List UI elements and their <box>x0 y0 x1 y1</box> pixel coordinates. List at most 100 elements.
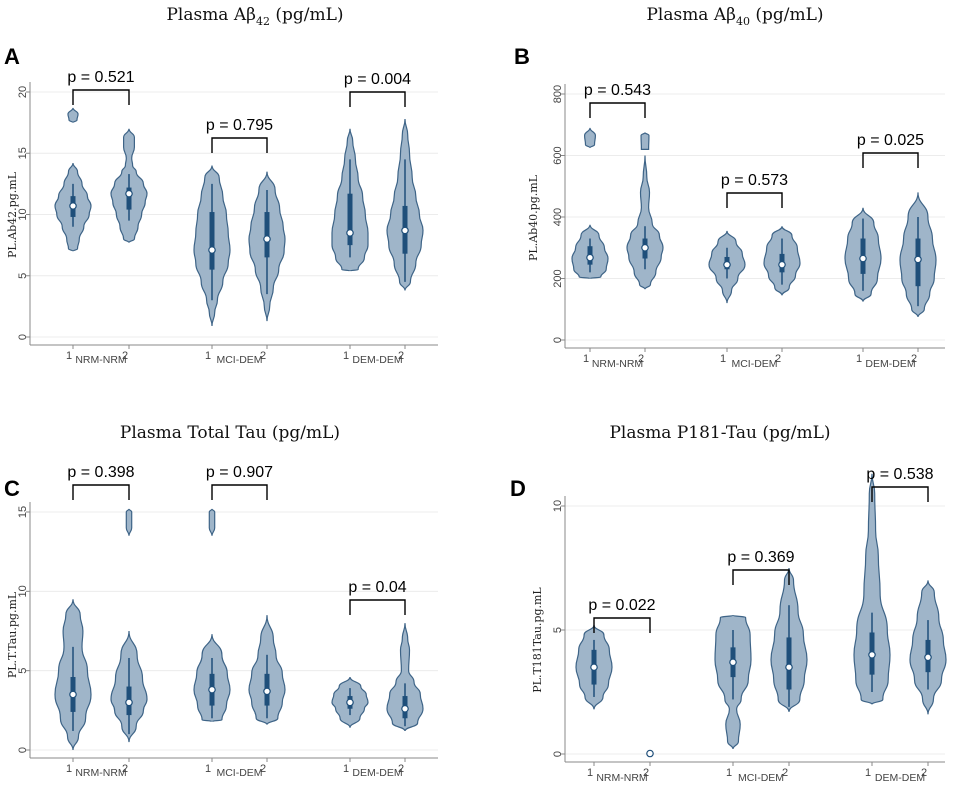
violin-median-point <box>641 243 649 252</box>
x-tick-label: 2 <box>122 350 128 362</box>
violin-shape <box>67 107 79 123</box>
panel-d-title: Plasma P181-Tau (pg/mL) <box>609 423 830 443</box>
violin-median-point <box>590 663 598 672</box>
p-value-label: p = 0.795 <box>206 117 273 134</box>
x-tick-label: 1 <box>66 350 72 362</box>
violin-median-point <box>69 690 77 699</box>
violin-shape <box>853 473 891 705</box>
panel-b-ylabel: PL.Ab40.pg.mL <box>527 174 540 261</box>
x-tick-label: 1 <box>66 763 72 775</box>
x-tick-label: 1 <box>726 767 732 779</box>
p-value-label: p = 0.543 <box>584 82 651 99</box>
violin-median-point <box>401 704 409 713</box>
y-tick-label: 5 <box>17 273 29 279</box>
group-label: MCI-DEM <box>738 772 784 784</box>
violin-median-point <box>868 650 876 659</box>
panel-d: Plasma P181-Tau (pg/mL) D PL.T181Tau.pg.… <box>510 423 947 784</box>
y-tick-label: 800 <box>552 85 564 103</box>
y-tick-label: 200 <box>552 269 564 287</box>
violin-iqr-box <box>264 212 270 258</box>
significance-bracket <box>72 484 130 500</box>
group-label: DEM-DEM <box>352 354 402 366</box>
violin-iqr-box <box>347 193 353 246</box>
group-label: MCI-DEM <box>731 358 777 370</box>
group-label: MCI-DEM <box>216 767 262 779</box>
violin-median-point <box>208 246 216 254</box>
panel-d-label: D <box>510 476 526 501</box>
y-tick-label: 20 <box>17 86 29 98</box>
significance-bracket <box>211 484 268 500</box>
p-value-label: p = 0.022 <box>588 597 655 614</box>
x-tick-label: 2 <box>260 350 266 362</box>
p-value-label: p = 0.398 <box>67 464 134 481</box>
panel-a-title: Plasma Aβ42 (pg/mL) <box>166 5 343 28</box>
significance-bracket <box>589 102 646 118</box>
x-tick-label: 1 <box>205 350 211 362</box>
panel-d-ylabel: PL.T181Tau.pg.mL <box>531 587 544 693</box>
significance-bracket <box>211 137 268 153</box>
x-tick-label: 2 <box>921 767 927 779</box>
violin-median-point <box>778 260 786 269</box>
violin-median-point <box>924 653 932 662</box>
violin-shape <box>583 127 597 149</box>
group-label: NRM-NRM <box>592 358 643 370</box>
violin-shape <box>626 155 664 290</box>
panel-a-ylabel: PL.Ab42.pg.mL <box>6 171 19 258</box>
violin-shape <box>640 132 650 150</box>
panel-b-label: B <box>514 44 530 69</box>
x-tick-label: 2 <box>775 353 781 365</box>
significance-bracket <box>871 486 929 502</box>
violin-median-point <box>263 687 271 696</box>
violin-shape <box>386 622 424 732</box>
p-value-label: p = 0.369 <box>727 549 794 566</box>
p-value-label: p = 0.907 <box>206 464 273 481</box>
significance-bracket <box>349 599 406 615</box>
p-value-label: p = 0.04 <box>348 579 406 596</box>
panel-c-title: Plasma Total Tau (pg/mL) <box>120 423 340 443</box>
panel-c: Plasma Total Tau (pg/mL) C PL.T.Tau.pg.m… <box>4 423 438 779</box>
panel-c-label: C <box>4 476 20 501</box>
group-label: NRM-NRM <box>75 354 126 366</box>
violin-median-point <box>914 255 922 264</box>
x-tick-label: 2 <box>398 763 404 775</box>
y-tick-label: 0 <box>17 747 29 753</box>
x-tick-label: 2 <box>122 763 128 775</box>
p-value-label: p = 0.538 <box>866 466 933 483</box>
panel-b: Plasma Aβ40 (pg/mL) B PL.Ab40.pg.mL 0 200… <box>514 5 945 370</box>
x-tick-label: 2 <box>911 353 917 365</box>
x-tick-label: 2 <box>398 350 404 362</box>
significance-bracket <box>862 152 919 168</box>
violin-shape <box>125 508 133 536</box>
y-tick-label: 400 <box>552 208 564 226</box>
x-tick-label: 1 <box>205 763 211 775</box>
x-tick-label: 2 <box>782 767 788 779</box>
y-tick-label: 0 <box>552 751 564 757</box>
violin-median-point <box>586 253 594 262</box>
panel-a: Plasma Aβ42 (pg/mL) A PL.Ab42.pg.mL 0 5 10… <box>4 5 438 366</box>
significance-bracket <box>732 569 790 585</box>
significance-bracket <box>72 89 130 105</box>
p-value-label: p = 0.521 <box>67 69 134 86</box>
y-tick-label: 0 <box>552 337 564 343</box>
violin-iqr-box <box>209 212 215 270</box>
violin-median-point <box>69 202 77 210</box>
violin-median-point <box>346 229 354 237</box>
panel-a-label: A <box>4 44 20 69</box>
x-tick-label: 1 <box>343 763 349 775</box>
violin-median-point <box>208 685 216 694</box>
violin-iqr-box <box>126 187 132 210</box>
group-label: DEM-DEM <box>875 772 925 784</box>
y-tick-label: 15 <box>17 506 29 518</box>
x-tick-label: 2 <box>260 763 266 775</box>
x-tick-label: 1 <box>343 350 349 362</box>
p-value-label: p = 0.025 <box>857 132 924 149</box>
y-tick-label: 0 <box>17 334 29 340</box>
violin-median-point <box>125 698 133 707</box>
violin-median-point <box>125 189 133 198</box>
group-label: MCI-DEM <box>216 354 262 366</box>
violin-median-point <box>785 663 793 672</box>
significance-bracket <box>726 192 783 208</box>
